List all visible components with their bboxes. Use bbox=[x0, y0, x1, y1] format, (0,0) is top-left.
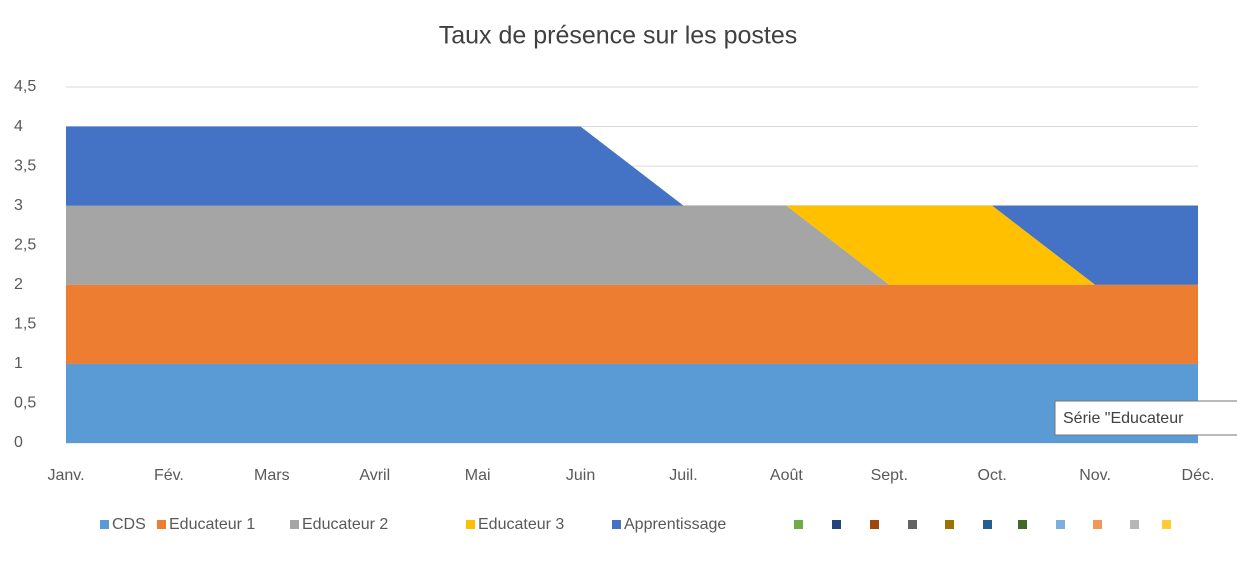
x-tick-label: Sept. bbox=[871, 467, 908, 484]
tooltip: Série "Educateur bbox=[1063, 410, 1184, 427]
tooltip-box bbox=[1054, 400, 1237, 436]
legend-label: Apprentissage bbox=[624, 516, 726, 533]
legend-swatch bbox=[1018, 520, 1027, 529]
x-tick-label: Déc. bbox=[1182, 467, 1215, 484]
legend-label: Educateur 1 bbox=[169, 516, 255, 533]
legend-swatch bbox=[908, 520, 917, 529]
x-tick-label: Mai bbox=[465, 467, 491, 484]
x-tick-label: Juil. bbox=[669, 467, 697, 484]
legend-label: Educateur 3 bbox=[478, 516, 564, 533]
x-tick-label: Août bbox=[770, 467, 803, 484]
legend-swatch bbox=[157, 520, 166, 529]
area bbox=[66, 205, 1198, 285]
y-tick-label: 3,5 bbox=[14, 157, 36, 174]
y-tick-label: 2 bbox=[14, 276, 23, 293]
x-tick-label: Oct. bbox=[978, 467, 1007, 484]
legend-swatch bbox=[612, 520, 621, 529]
y-tick-label: 3 bbox=[14, 197, 23, 214]
legend-swatch bbox=[290, 520, 299, 529]
legend-swatch bbox=[794, 520, 803, 529]
x-tick-label: Fév. bbox=[154, 467, 184, 484]
area bbox=[66, 205, 1198, 285]
x-tick-label: Avril bbox=[359, 467, 390, 484]
legend-swatch bbox=[1162, 520, 1171, 529]
legend-swatch bbox=[945, 520, 954, 529]
legend-extra bbox=[794, 520, 1171, 529]
y-tick-label: 4 bbox=[14, 118, 23, 135]
y-tick-label: 2,5 bbox=[14, 236, 36, 253]
y-tick-label: 1 bbox=[14, 355, 23, 372]
legend-swatch bbox=[466, 520, 475, 529]
legend-label: Educateur 2 bbox=[302, 516, 388, 533]
area bbox=[66, 363, 1198, 443]
y-tick-label: 1,5 bbox=[14, 316, 36, 333]
area bbox=[66, 126, 1198, 285]
chart-title: Taux de présence sur les postes bbox=[439, 22, 798, 50]
x-tick-label: Juin bbox=[566, 467, 595, 484]
legend-swatch bbox=[1093, 520, 1102, 529]
legend-swatch bbox=[1056, 520, 1065, 529]
y-tick-label: 0,5 bbox=[14, 395, 36, 412]
x-tick-label: Janv. bbox=[47, 467, 84, 484]
x-tick-label: Nov. bbox=[1079, 467, 1111, 484]
legend-swatch bbox=[983, 520, 992, 529]
legend-swatch bbox=[870, 520, 879, 529]
legend-swatch bbox=[832, 520, 841, 529]
legend-swatch bbox=[1130, 520, 1139, 529]
area bbox=[66, 284, 1198, 364]
legend-swatch bbox=[100, 520, 109, 529]
x-tick-label: Mars bbox=[254, 467, 290, 484]
y-tick-label: 0 bbox=[14, 434, 23, 451]
y-tick-label: 4,5 bbox=[14, 78, 36, 95]
legend-label: CDS bbox=[112, 516, 146, 533]
